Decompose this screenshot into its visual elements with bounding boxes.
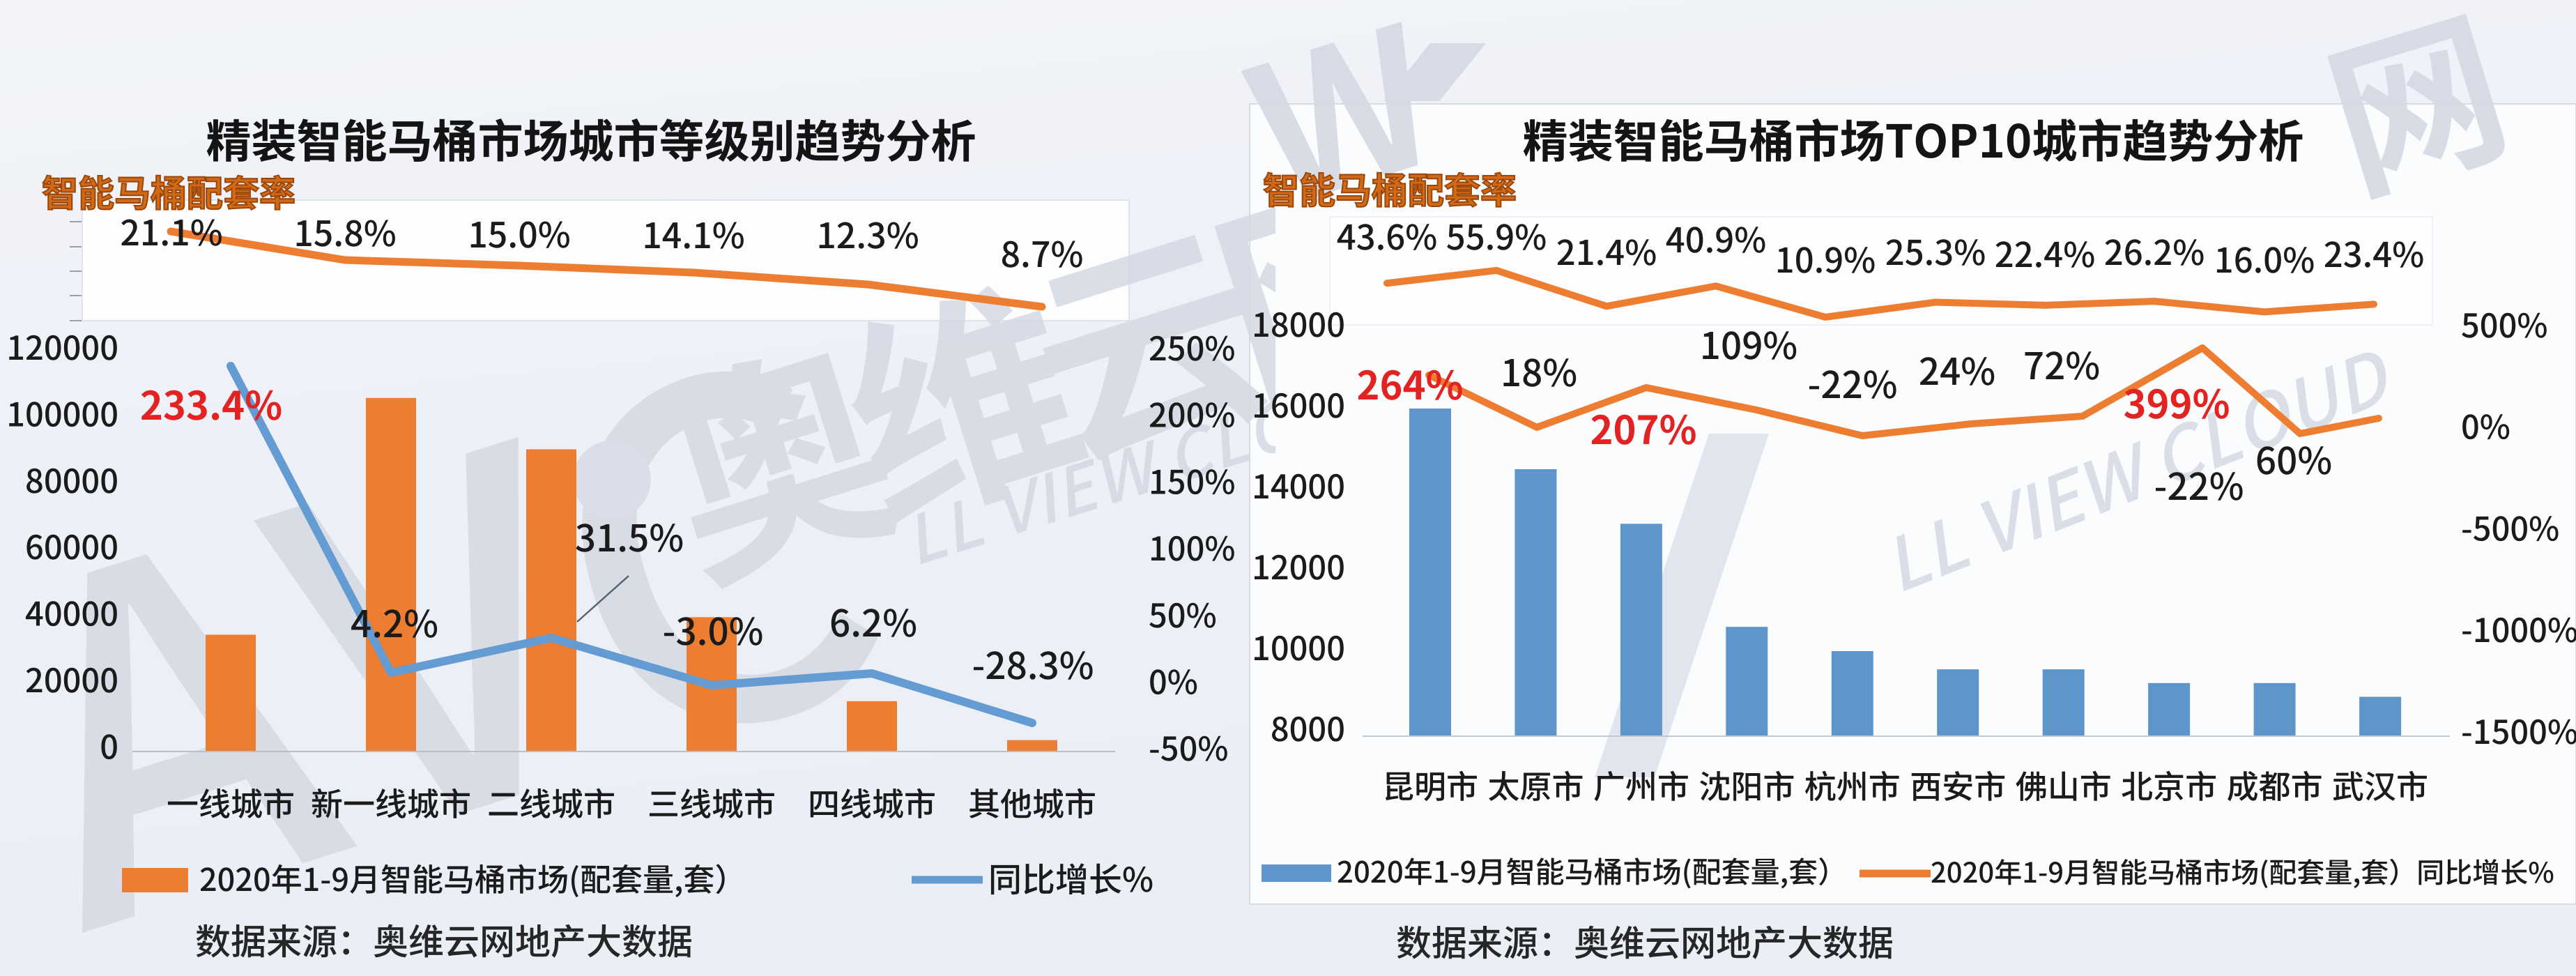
svg-text:2020年1-9月智能马桶市场(配套量,套）: 2020年1-9月智能马桶市场(配套量,套） bbox=[1337, 849, 1847, 892]
svg-text:18%: 18% bbox=[1501, 344, 1577, 397]
svg-text:同比增长%: 同比增长% bbox=[988, 853, 1153, 901]
svg-text:智能马桶配套率: 智能马桶配套率 bbox=[1263, 162, 1517, 214]
svg-text:12.3%: 12.3% bbox=[816, 208, 919, 259]
svg-text:数据来源：奥维云网地产大数据: 数据来源：奥维云网地产大数据 bbox=[1396, 915, 1894, 966]
svg-text:-500%: -500% bbox=[2461, 502, 2559, 550]
svg-text:0%: 0% bbox=[1149, 656, 1198, 704]
svg-text:6.2%: 6.2% bbox=[829, 595, 917, 648]
svg-text:武汉市: 武汉市 bbox=[2332, 762, 2428, 808]
svg-text:14000: 14000 bbox=[1252, 460, 1345, 508]
svg-text:沈阳市: 沈阳市 bbox=[1699, 762, 1795, 808]
svg-text:新一线城市: 新一线城市 bbox=[311, 779, 471, 825]
svg-text:150%: 150% bbox=[1149, 455, 1236, 503]
svg-text:399%: 399% bbox=[2123, 374, 2230, 430]
svg-text:三线城市: 三线城市 bbox=[647, 779, 776, 825]
svg-text:0: 0 bbox=[100, 720, 118, 768]
svg-text:一线城市: 一线城市 bbox=[167, 779, 295, 825]
svg-text:佛山市: 佛山市 bbox=[2016, 762, 2112, 808]
svg-text:-50%: -50% bbox=[1149, 722, 1229, 770]
svg-text:50%: 50% bbox=[1149, 589, 1217, 637]
svg-text:-28.3%: -28.3% bbox=[972, 637, 1094, 690]
svg-text:其他城市: 其他城市 bbox=[968, 779, 1096, 825]
svg-text:8.7%: 8.7% bbox=[1001, 227, 1084, 277]
svg-text:26.2%: 26.2% bbox=[2104, 226, 2205, 275]
svg-text:21.1%: 21.1% bbox=[120, 206, 222, 256]
svg-text:10000: 10000 bbox=[1252, 622, 1345, 670]
svg-text:18000: 18000 bbox=[1252, 298, 1345, 346]
svg-text:72%: 72% bbox=[2023, 337, 2100, 390]
svg-text:15.8%: 15.8% bbox=[293, 206, 396, 257]
svg-text:233.4%: 233.4% bbox=[140, 375, 282, 432]
svg-text:成都市: 成都市 bbox=[2227, 762, 2323, 808]
svg-text:60000: 60000 bbox=[25, 521, 118, 569]
svg-text:智能马桶配套率: 智能马桶配套率 bbox=[42, 165, 296, 217]
svg-text:25.3%: 25.3% bbox=[1885, 226, 1986, 275]
svg-text:10.9%: 10.9% bbox=[1775, 234, 1876, 283]
svg-text:-1000%: -1000% bbox=[2461, 604, 2576, 652]
svg-text:23.4%: 23.4% bbox=[2324, 228, 2424, 277]
svg-text:西安市: 西安市 bbox=[1910, 762, 2006, 808]
svg-text:109%: 109% bbox=[1700, 317, 1797, 370]
svg-text:20000: 20000 bbox=[25, 654, 118, 702]
svg-text:55.9%: 55.9% bbox=[1446, 211, 1547, 260]
svg-text:-22%: -22% bbox=[1807, 356, 1897, 409]
svg-text:16000: 16000 bbox=[1252, 379, 1345, 427]
svg-text:80000: 80000 bbox=[25, 455, 118, 503]
svg-text:2020年1-9月智能马桶市场(配套量,套）: 2020年1-9月智能马桶市场(配套量,套） bbox=[199, 855, 746, 900]
svg-text:43.6%: 43.6% bbox=[1337, 211, 1437, 260]
svg-text:22.4%: 22.4% bbox=[1995, 228, 2095, 277]
svg-text:精装智能马桶市场城市等级别趋势分析: 精装智能马桶市场城市等级别趋势分析 bbox=[206, 105, 976, 171]
svg-text:2020年1-9月智能马桶市场(配套量,套）同比增长%: 2020年1-9月智能马桶市场(配套量,套）同比增长% bbox=[1931, 851, 2554, 891]
svg-text:-1500%: -1500% bbox=[2461, 706, 2576, 754]
svg-text:四线城市: 四线城市 bbox=[808, 779, 936, 825]
svg-text:207%: 207% bbox=[1590, 399, 1696, 456]
svg-text:北京市: 北京市 bbox=[2121, 762, 2217, 808]
svg-text:200%: 200% bbox=[1149, 389, 1236, 437]
svg-text:数据来源：奥维云网地产大数据: 数据来源：奥维云网地产大数据 bbox=[195, 913, 693, 965]
svg-text:-22%: -22% bbox=[2154, 458, 2244, 511]
svg-text:31.5%: 31.5% bbox=[575, 510, 684, 563]
svg-text:264%: 264% bbox=[1356, 355, 1463, 411]
svg-text:24%: 24% bbox=[1919, 343, 1995, 396]
svg-text:4.2%: 4.2% bbox=[351, 595, 438, 648]
svg-text:60%: 60% bbox=[2255, 432, 2332, 485]
svg-text:二线城市: 二线城市 bbox=[487, 779, 615, 825]
svg-text:16.0%: 16.0% bbox=[2214, 234, 2315, 283]
svg-text:15.0%: 15.0% bbox=[468, 208, 570, 258]
svg-text:昆明市: 昆明市 bbox=[1382, 762, 1478, 808]
svg-text:14.1%: 14.1% bbox=[642, 208, 744, 259]
svg-text:100000: 100000 bbox=[6, 388, 118, 436]
svg-text:8000: 8000 bbox=[1271, 703, 1345, 751]
svg-text:500%: 500% bbox=[2461, 299, 2548, 347]
svg-text:120000: 120000 bbox=[6, 321, 118, 369]
svg-text:广州市: 广州市 bbox=[1593, 762, 1689, 808]
svg-text:250%: 250% bbox=[1149, 322, 1236, 370]
svg-text:-3.0%: -3.0% bbox=[663, 603, 764, 656]
svg-text:杭州市: 杭州市 bbox=[1804, 762, 1901, 808]
svg-text:12000: 12000 bbox=[1252, 541, 1345, 589]
svg-text:100%: 100% bbox=[1149, 522, 1236, 570]
svg-text:太原市: 太原市 bbox=[1487, 762, 1584, 808]
svg-text:精装智能马桶市场TOP10城市趋势分析: 精装智能马桶市场TOP10城市趋势分析 bbox=[1523, 105, 2304, 171]
svg-text:40000: 40000 bbox=[25, 588, 118, 636]
svg-text:40.9%: 40.9% bbox=[1666, 213, 1766, 263]
svg-text:0%: 0% bbox=[2461, 401, 2510, 449]
svg-text:21.4%: 21.4% bbox=[1556, 226, 1657, 275]
